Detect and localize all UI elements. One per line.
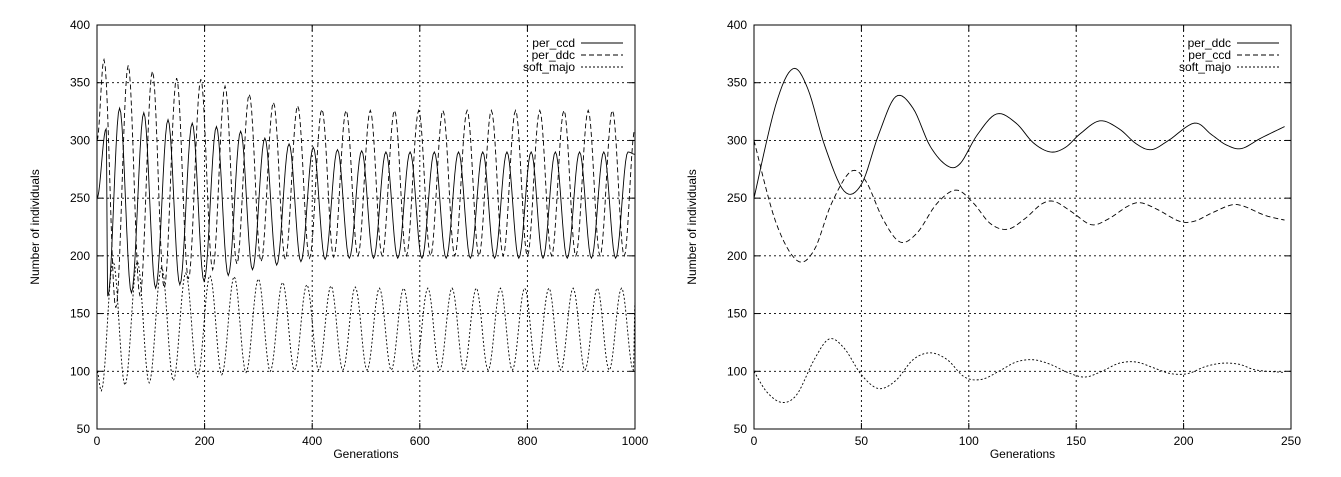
y-tick-label: 250 [70, 191, 90, 205]
y-tick-label: 300 [727, 133, 747, 147]
legend-label: per_ddc [532, 48, 575, 62]
x-tick-label: 0 [94, 434, 101, 448]
x-tick-label: 400 [302, 434, 322, 448]
y-tick-label: 150 [70, 307, 90, 321]
x-tick-label: 150 [1066, 434, 1086, 448]
x-tick-label: 100 [959, 434, 979, 448]
series-line-soft-majo [754, 338, 1285, 403]
x-tick-label: 200 [195, 434, 215, 448]
x-axis-label: Generations [333, 447, 398, 461]
x-tick-label: 800 [517, 434, 537, 448]
series-line-per-ccd [754, 140, 1285, 263]
legend-label: per_ccd [1188, 48, 1231, 62]
y-tick-label: 200 [70, 249, 90, 263]
y-tick-label: 400 [727, 18, 747, 32]
x-tick-label: 250 [1281, 434, 1301, 448]
legend-label: per_ddc [1188, 36, 1231, 50]
y-tick-label: 50 [77, 422, 91, 436]
y-tick-label: 100 [70, 364, 90, 378]
plot-frame [753, 24, 1292, 430]
y-axis-label: Number of individuals [685, 169, 699, 284]
plot-frame [96, 24, 636, 430]
chart-1: 50 100 150 200 250 300 350 400 0 200 400 600 800 1000… [28, 18, 649, 461]
legend-label: soft_majo [1179, 60, 1231, 74]
x-axis-label: Generations [990, 447, 1055, 461]
series-line-per-ddc [97, 57, 635, 308]
series-line-soft-majo [97, 260, 635, 392]
x-tick-label: 1000 [622, 434, 649, 448]
y-tick-label: 100 [727, 364, 747, 378]
x-tick-label: 600 [410, 434, 430, 448]
y-axis-label: Number of individuals [28, 169, 42, 284]
x-tick-label: 0 [751, 434, 758, 448]
y-tick-label: 150 [727, 307, 747, 321]
series-line-per-ddc [754, 67, 1285, 199]
y-tick-label: 200 [727, 249, 747, 263]
y-tick-label: 250 [727, 191, 747, 205]
y-tick-label: 350 [727, 76, 747, 90]
y-tick-label: 350 [70, 76, 90, 90]
legend-label: soft_majo [523, 60, 575, 74]
series-line-per-ccd [97, 106, 635, 297]
x-tick-label: 200 [1174, 434, 1194, 448]
y-tick-label: 300 [70, 133, 90, 147]
y-tick-label: 400 [70, 18, 90, 32]
y-tick-label: 50 [734, 422, 748, 436]
x-tick-label: 50 [855, 434, 869, 448]
legend-label: per_ccd [532, 36, 575, 50]
